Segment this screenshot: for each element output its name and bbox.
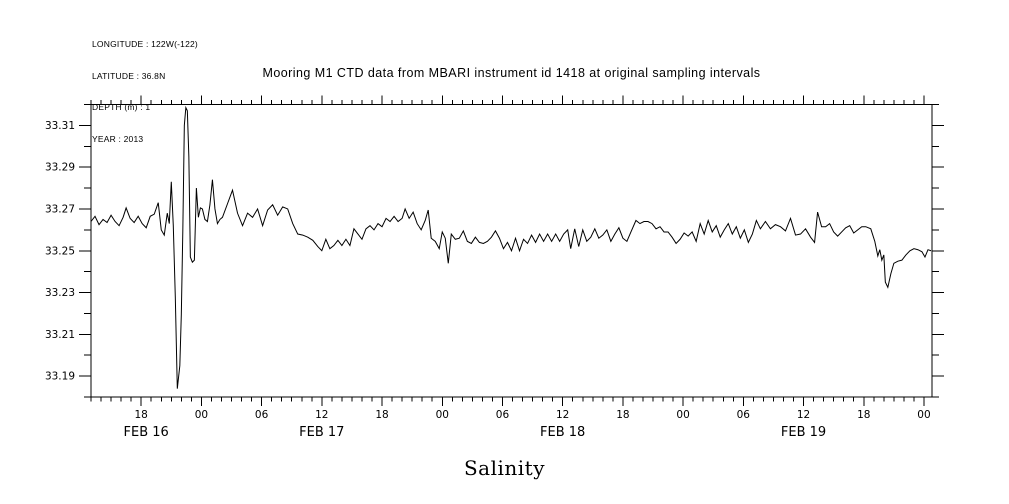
chart-bottom-label: Salinity — [463, 456, 546, 480]
x-axis-date-label: FEB 19 — [781, 425, 826, 440]
x-axis-hour-label: 00 — [917, 409, 930, 421]
x-axis-hour-label: 18 — [375, 409, 388, 421]
x-axis-hour-label: 06 — [496, 409, 510, 421]
x-axis-hour-label: 00 — [436, 409, 449, 421]
y-axis-tick-label: 33.31 — [45, 120, 75, 132]
x-axis-hour-label: 12 — [315, 409, 328, 421]
y-axis-tick-label: 33.21 — [45, 329, 75, 341]
x-axis-hour-label: 12 — [556, 409, 569, 421]
x-axis-hour-label: 12 — [797, 409, 810, 421]
x-axis-hour-label: 18 — [857, 409, 870, 421]
x-axis-hour-label: 00 — [195, 409, 208, 421]
metadata-latitude: LATITUDE : 36.8N — [92, 70, 166, 81]
x-axis-hour-label: 18 — [134, 409, 147, 421]
x-axis-hour-label: 06 — [737, 409, 751, 421]
x-axis-hour-label: 00 — [676, 409, 689, 421]
x-axis-date-label: FEB 16 — [124, 425, 169, 440]
y-axis-tick-label: 33.23 — [45, 287, 75, 299]
metadata-longitude: LONGITUDE : 122W(-122) — [92, 39, 198, 49]
metadata-depth: DEPTH (m) : 1 — [92, 102, 151, 112]
x-axis-hour-label: 18 — [616, 409, 629, 421]
metadata-header: LONGITUDE : 122W(-122) LATITUDE : 36.8N … — [92, 18, 198, 165]
y-axis-tick-label: 33.19 — [45, 371, 75, 383]
metadata-year: YEAR : 2013 — [92, 133, 144, 144]
x-axis-hour-label: 06 — [255, 409, 269, 421]
x-axis-date-label: FEB 18 — [540, 425, 585, 440]
y-axis-tick-label: 33.27 — [45, 203, 75, 215]
x-axis-date-label: FEB 17 — [299, 425, 344, 440]
y-axis-tick-label: 33.25 — [45, 245, 75, 257]
y-axis-tick-label: 33.29 — [45, 162, 75, 174]
chart-title: Mooring M1 CTD data from MBARI instrumen… — [262, 66, 761, 80]
salinity-trace — [90, 105, 932, 389]
